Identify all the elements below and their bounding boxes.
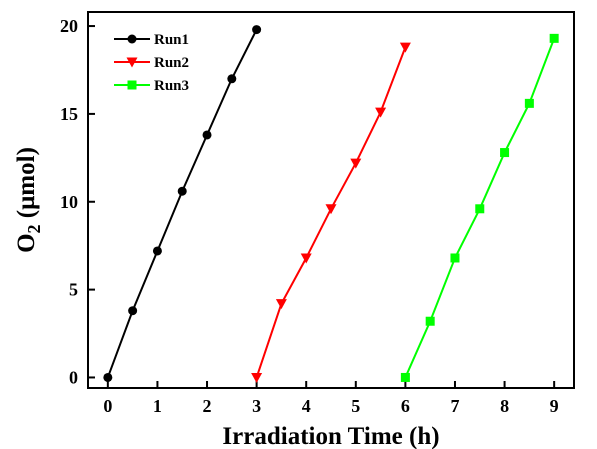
x-tick-label: 0 (103, 396, 112, 416)
data-point-run1 (103, 372, 113, 382)
x-tick-label: 9 (550, 396, 559, 416)
x-tick-label: 1 (153, 396, 162, 416)
data-point-run2 (350, 158, 362, 169)
x-axis-title: Irradiation Time (h) (222, 423, 439, 449)
y-tick-label: 0 (69, 367, 78, 387)
data-point-run2 (399, 42, 411, 53)
x-tick-label: 2 (203, 396, 212, 416)
y-tick-label: 5 (69, 280, 78, 300)
legend: Run1 Run2 Run3 (114, 32, 189, 94)
axis-ticks: 0 1 2 3 4 5 6 7 8 9 0 5 10 15 20 (60, 16, 559, 416)
legend-label-run3: Run3 (154, 78, 189, 94)
y-tick-label: 10 (60, 192, 78, 212)
x-tick-label: 3 (252, 396, 261, 416)
data-point-run3 (450, 253, 460, 263)
plot-frame (87, 11, 575, 389)
data-point-run2 (300, 253, 312, 264)
y-axis-title: O2 (μmol) (13, 147, 44, 253)
data-point-run1 (252, 25, 262, 35)
legend-marker-run2 (126, 57, 138, 68)
y-tick-label: 15 (60, 104, 78, 124)
data-point-run1 (128, 306, 138, 316)
data-point-run3 (475, 204, 485, 214)
legend-marker-run1 (127, 34, 137, 44)
x-tick-label: 7 (450, 396, 459, 416)
data-point-run2 (325, 204, 337, 215)
data-point-run2 (375, 107, 387, 118)
x-tick-label: 4 (302, 396, 311, 416)
data-point-run3 (524, 98, 534, 108)
legend-label-run2: Run2 (154, 55, 189, 71)
data-point-run1 (227, 74, 237, 84)
data-point-run1 (202, 130, 212, 140)
series-layer (103, 25, 559, 383)
data-point-run1 (152, 246, 162, 256)
x-tick-label: 6 (401, 396, 410, 416)
data-point-run2 (275, 299, 287, 310)
data-point-run3 (549, 33, 559, 43)
y-tick-label: 20 (60, 16, 78, 36)
data-point-run2 (251, 372, 263, 383)
x-tick-label: 8 (500, 396, 509, 416)
data-point-run1 (177, 186, 187, 196)
y-axis-title-subscript: 2 (24, 224, 44, 233)
data-point-run3 (425, 316, 435, 326)
y-axis-title-suffix: (μmol) (13, 147, 40, 224)
x-tick-label: 5 (351, 396, 360, 416)
data-point-run3 (500, 148, 510, 158)
data-point-run3 (400, 372, 410, 382)
legend-marker-run3 (127, 80, 137, 90)
legend-label-run1: Run1 (154, 32, 189, 48)
y-axis-title-prefix: O (13, 233, 40, 252)
